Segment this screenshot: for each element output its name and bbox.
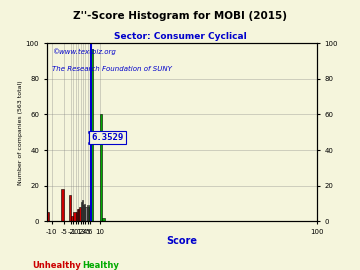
- Text: Z''-Score Histogram for MOBI (2015): Z''-Score Histogram for MOBI (2015): [73, 11, 287, 21]
- Bar: [79, 207, 81, 221]
- Bar: [71, 216, 73, 221]
- Y-axis label: Number of companies (563 total): Number of companies (563 total): [18, 80, 23, 185]
- Bar: [88, 207, 89, 221]
- Bar: [61, 189, 64, 221]
- Bar: [78, 209, 79, 221]
- Text: Healthy: Healthy: [82, 261, 120, 270]
- Bar: [68, 195, 71, 221]
- Text: Sector: Consumer Cyclical: Sector: Consumer Cyclical: [114, 32, 246, 41]
- Text: The Research Foundation of SUNY: The Research Foundation of SUNY: [52, 66, 172, 72]
- Bar: [100, 114, 102, 221]
- Bar: [84, 204, 85, 221]
- Bar: [81, 202, 82, 221]
- Text: ©www.textbiz.org: ©www.textbiz.org: [52, 49, 116, 55]
- Bar: [89, 205, 90, 221]
- Bar: [76, 212, 77, 221]
- Text: 6.3529: 6.3529: [91, 133, 123, 142]
- Bar: [83, 205, 84, 221]
- Bar: [90, 49, 93, 221]
- Bar: [85, 207, 86, 221]
- Bar: [87, 205, 88, 221]
- X-axis label: Score: Score: [166, 237, 197, 247]
- Bar: [47, 212, 49, 221]
- Bar: [102, 218, 105, 221]
- Bar: [77, 209, 78, 221]
- Text: Unhealthy: Unhealthy: [32, 261, 81, 270]
- Bar: [82, 200, 83, 221]
- Bar: [73, 212, 76, 221]
